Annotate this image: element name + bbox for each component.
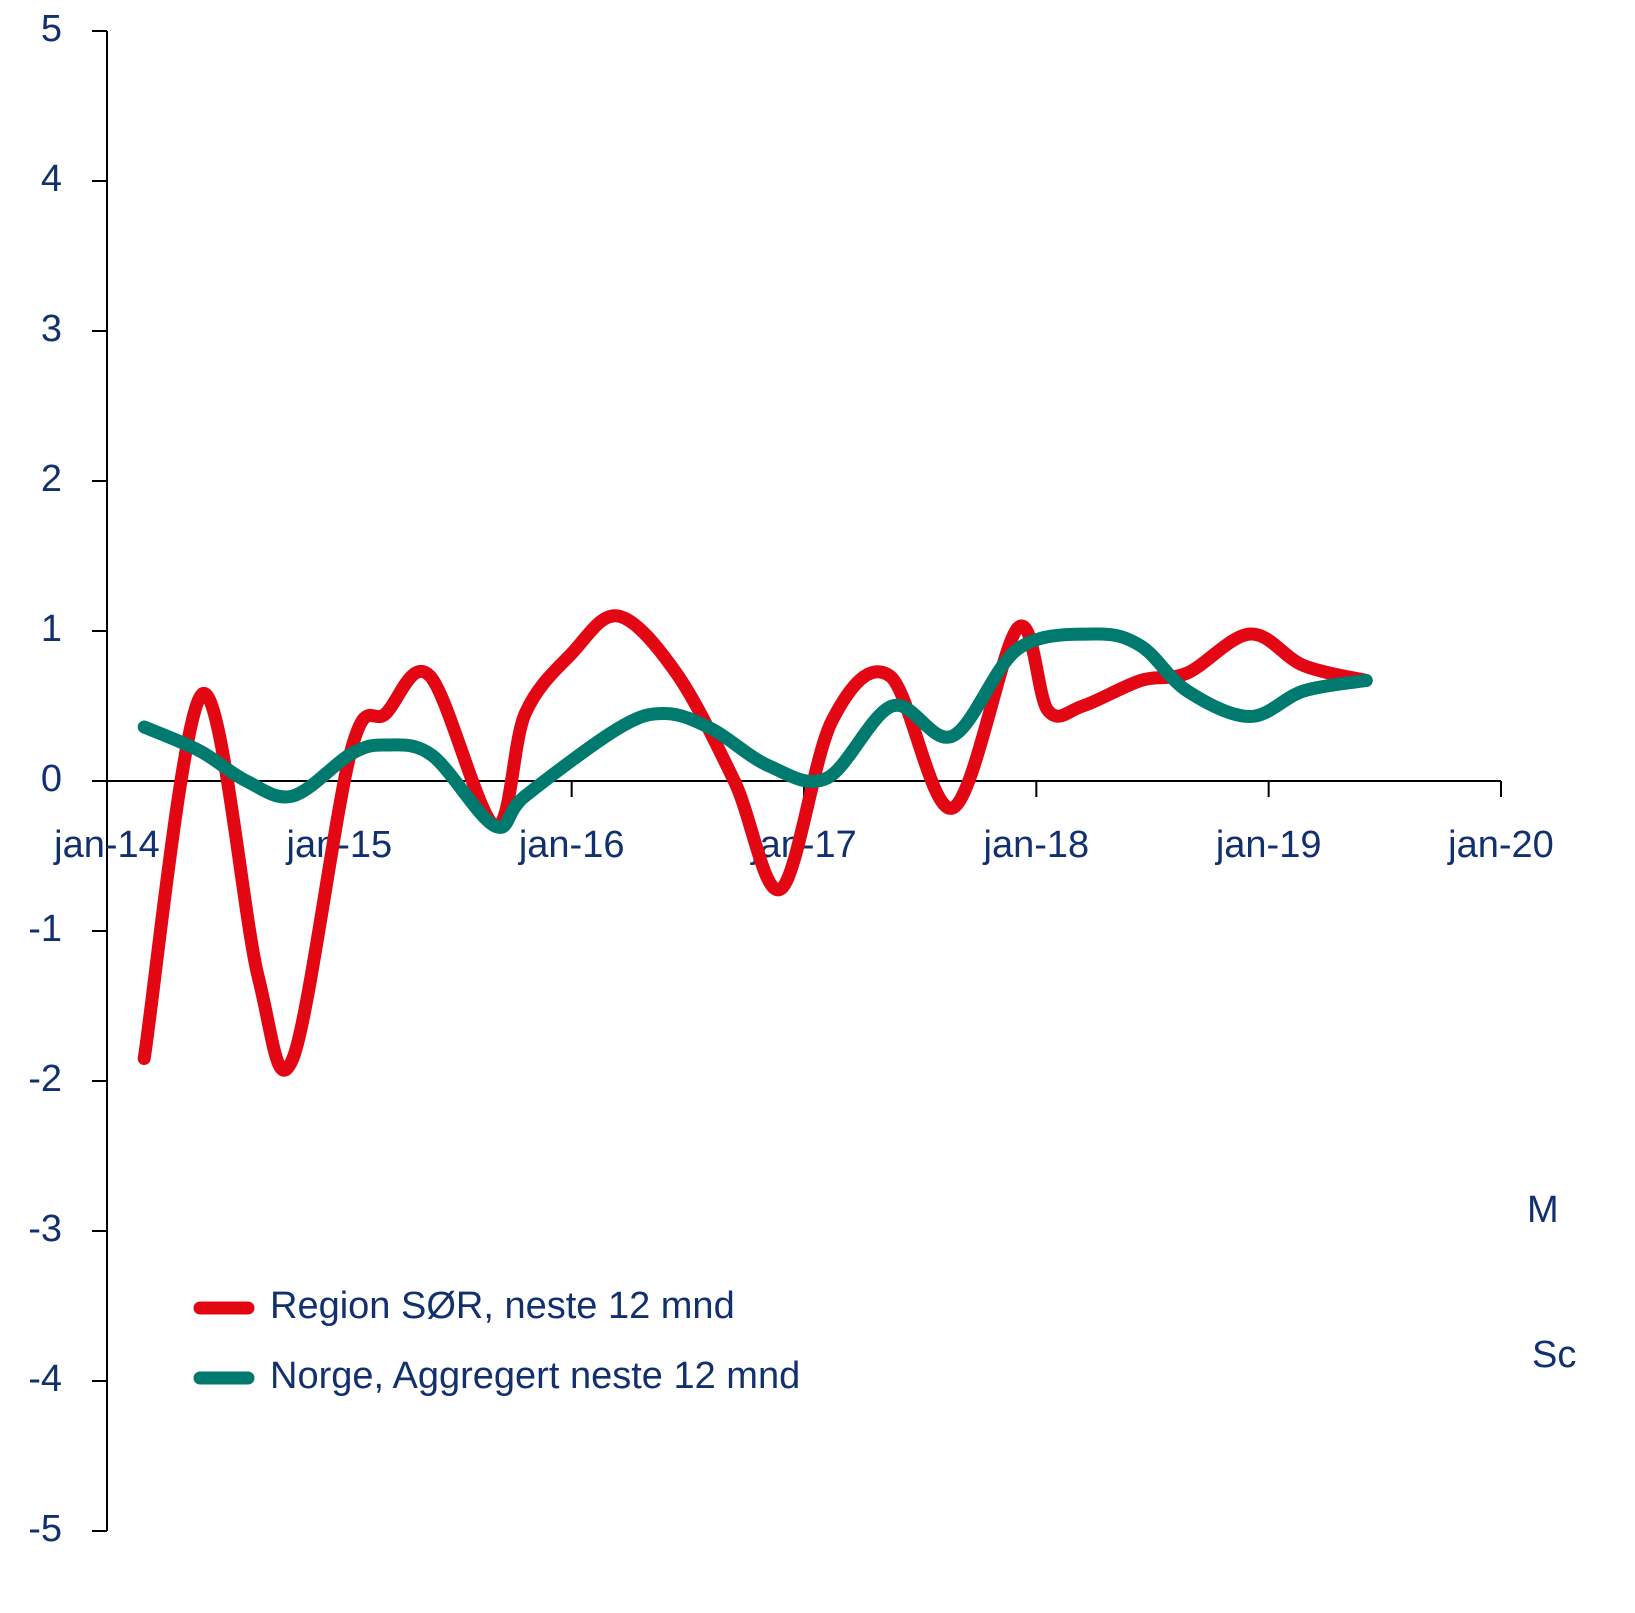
y-tick-label: 2 (41, 458, 62, 500)
y-tick-label: 5 (41, 8, 62, 50)
x-tick-label: jan-16 (518, 824, 625, 866)
y-tick-label: -2 (28, 1058, 62, 1100)
y-tick-label: -5 (28, 1508, 62, 1550)
series-line (137, 627, 1373, 834)
y-tick-label: 3 (41, 308, 62, 350)
x-tick-label: jan-20 (1447, 824, 1554, 866)
x-tick-label: jan-18 (983, 824, 1090, 866)
y-tick-label: 0 (41, 758, 62, 800)
y-tick-label: -1 (28, 908, 62, 950)
legend-label: Region SØR, neste 12 mnd (270, 1285, 735, 1327)
y-tick-label: 1 (41, 608, 62, 650)
series-line (137, 609, 1373, 1077)
y-tick-label: -4 (28, 1358, 62, 1400)
y-tick-label: 4 (41, 158, 62, 200)
annotation: M (1527, 1189, 1559, 1231)
annotation: Sc (1532, 1334, 1576, 1376)
x-tick-label: jan-14 (53, 824, 160, 866)
x-tick-label: jan-19 (1215, 824, 1322, 866)
legend-label: Norge, Aggregert neste 12 mnd (270, 1355, 800, 1397)
y-tick-label: -3 (28, 1208, 62, 1250)
